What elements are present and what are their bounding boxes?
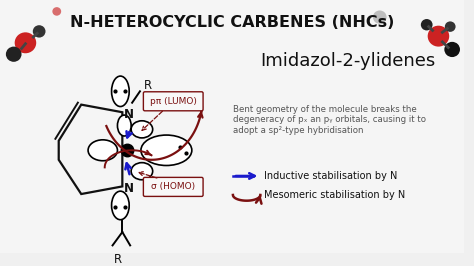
Ellipse shape (141, 135, 192, 165)
Ellipse shape (373, 10, 387, 24)
FancyBboxPatch shape (143, 177, 203, 196)
Ellipse shape (118, 115, 131, 136)
Text: R: R (114, 253, 122, 266)
FancyBboxPatch shape (143, 92, 203, 111)
Ellipse shape (6, 47, 21, 62)
Text: Inductive stabilisation by N: Inductive stabilisation by N (264, 171, 398, 181)
Text: pπ (LUMO): pπ (LUMO) (150, 97, 197, 106)
Ellipse shape (52, 7, 61, 16)
Ellipse shape (428, 26, 449, 47)
Ellipse shape (131, 163, 153, 180)
Text: N-HETEROCYCLIC CARBENES (NHCs): N-HETEROCYCLIC CARBENES (NHCs) (70, 15, 394, 30)
Text: N: N (124, 108, 134, 121)
Text: adopt a sp²-type hybridisation: adopt a sp²-type hybridisation (233, 126, 364, 135)
Text: Imidazol-2-ylidenes: Imidazol-2-ylidenes (260, 52, 435, 70)
Ellipse shape (421, 19, 433, 30)
FancyBboxPatch shape (0, 0, 464, 253)
Ellipse shape (111, 191, 129, 220)
Ellipse shape (444, 42, 460, 57)
Ellipse shape (131, 121, 153, 138)
Text: R: R (144, 79, 152, 92)
Text: degeneracy of pₓ an pᵧ orbitals, causing it to: degeneracy of pₓ an pᵧ orbitals, causing… (233, 115, 426, 124)
Text: Bent geometry of the molecule breaks the: Bent geometry of the molecule breaks the (233, 105, 417, 114)
Ellipse shape (88, 140, 118, 161)
Text: N: N (124, 182, 134, 195)
Text: σ (HOMO): σ (HOMO) (151, 182, 195, 192)
Text: Mesomeric stabilisation by N: Mesomeric stabilisation by N (264, 190, 405, 200)
Ellipse shape (111, 76, 129, 106)
Ellipse shape (33, 25, 46, 38)
Ellipse shape (15, 32, 36, 53)
Ellipse shape (445, 21, 456, 32)
